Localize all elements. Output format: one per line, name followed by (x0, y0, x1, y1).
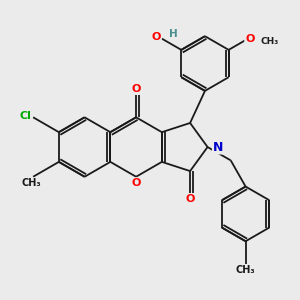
Text: Cl: Cl (20, 111, 32, 121)
Text: N: N (213, 140, 223, 154)
Text: O: O (131, 84, 141, 94)
Text: H: H (169, 29, 178, 39)
Text: CH₃: CH₃ (22, 178, 41, 188)
Text: O: O (131, 178, 141, 188)
Text: O: O (245, 34, 254, 44)
Text: O: O (151, 32, 160, 42)
Text: O: O (185, 194, 195, 204)
Text: CH₃: CH₃ (236, 265, 255, 275)
Text: CH₃: CH₃ (260, 37, 278, 46)
